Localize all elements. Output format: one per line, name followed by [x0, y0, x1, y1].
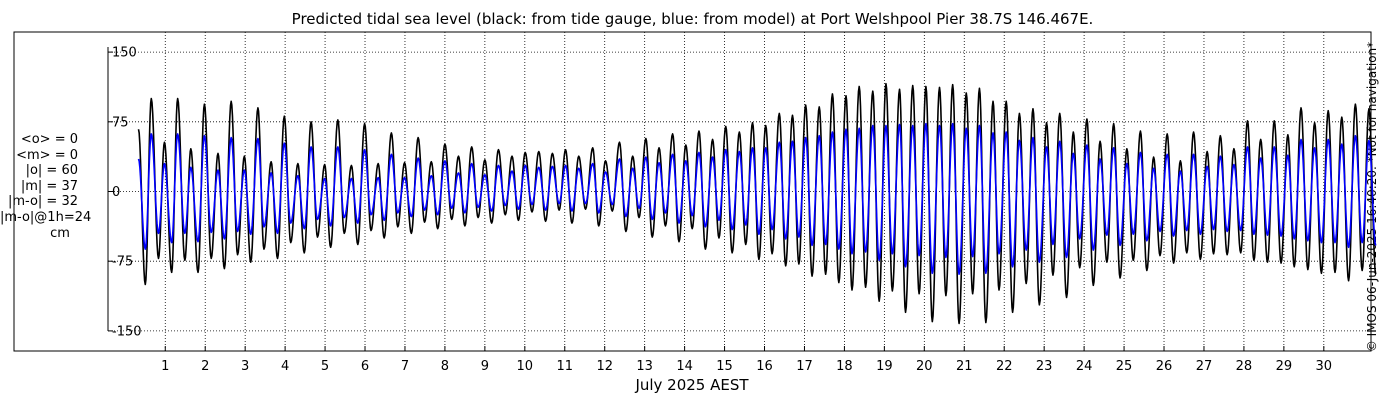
x-tick-label: 7: [401, 359, 409, 374]
statistics-panel: <o> = 0 <m> = 0 |o| = 60 |m| = 37 |m-o| …: [0, 132, 92, 241]
x-tick-label: 13: [636, 359, 653, 374]
y-tick-label: 0: [112, 185, 120, 200]
x-axis-label: July 2025 AEST: [634, 376, 749, 394]
x-tick-label: 18: [836, 359, 853, 374]
x-tick-label: 12: [596, 359, 613, 374]
stat-abs-difference-1h: |m-o|@1h=24: [0, 209, 92, 225]
x-tick-label: 27: [1196, 359, 1213, 374]
stat-mean-model: <m> = 0: [16, 147, 78, 163]
x-tick-label: 20: [916, 359, 933, 374]
x-tick-label: 25: [1116, 359, 1133, 374]
y-tick-label: 150: [112, 46, 137, 61]
model-series-line: [137, 122, 1377, 276]
stat-abs-model: |m| = 37: [20, 178, 78, 194]
x-tick-label: 16: [756, 359, 773, 374]
chart-title: Predicted tidal sea level (black: from t…: [291, 10, 1094, 28]
x-tick-label: 3: [241, 359, 249, 374]
y-tick-label: -75: [112, 255, 133, 270]
stat-abs-observed: |o| = 60: [25, 163, 78, 179]
x-tick-label: 28: [1236, 359, 1253, 374]
x-tick-label: 30: [1316, 359, 1333, 374]
x-tick-label: 5: [321, 359, 329, 374]
outer-axes-box: [13, 31, 1372, 352]
x-tick-label: 9: [481, 359, 489, 374]
x-tick-label: 22: [996, 359, 1013, 374]
x-tick-label: 24: [1076, 359, 1093, 374]
x-tick-label: 17: [796, 359, 813, 374]
y-tick-label: -150: [112, 324, 142, 339]
x-tick-label: 2: [201, 359, 209, 374]
stat-mean-observed: <o> = 0: [20, 132, 78, 147]
x-tick-label: 6: [361, 359, 369, 374]
x-tick-label: 11: [556, 359, 573, 374]
stat-unit: cm: [50, 225, 70, 241]
stat-abs-difference: |m-o| = 32: [7, 194, 78, 210]
x-tick-label: 14: [676, 359, 693, 374]
y-tick-label: 75: [112, 115, 129, 130]
x-tick-label: 10: [517, 359, 534, 374]
x-tick-label: 26: [1156, 359, 1173, 374]
x-tick-label: 23: [1036, 359, 1053, 374]
x-tick-label: 8: [441, 359, 449, 374]
x-tick-label: 15: [716, 359, 733, 374]
x-tick-label: 1: [161, 359, 169, 374]
x-tick-label: 19: [876, 359, 893, 374]
x-tick-label: 29: [1276, 359, 1293, 374]
x-tick-label: 4: [281, 359, 289, 374]
x-tick-label: 21: [956, 359, 973, 374]
